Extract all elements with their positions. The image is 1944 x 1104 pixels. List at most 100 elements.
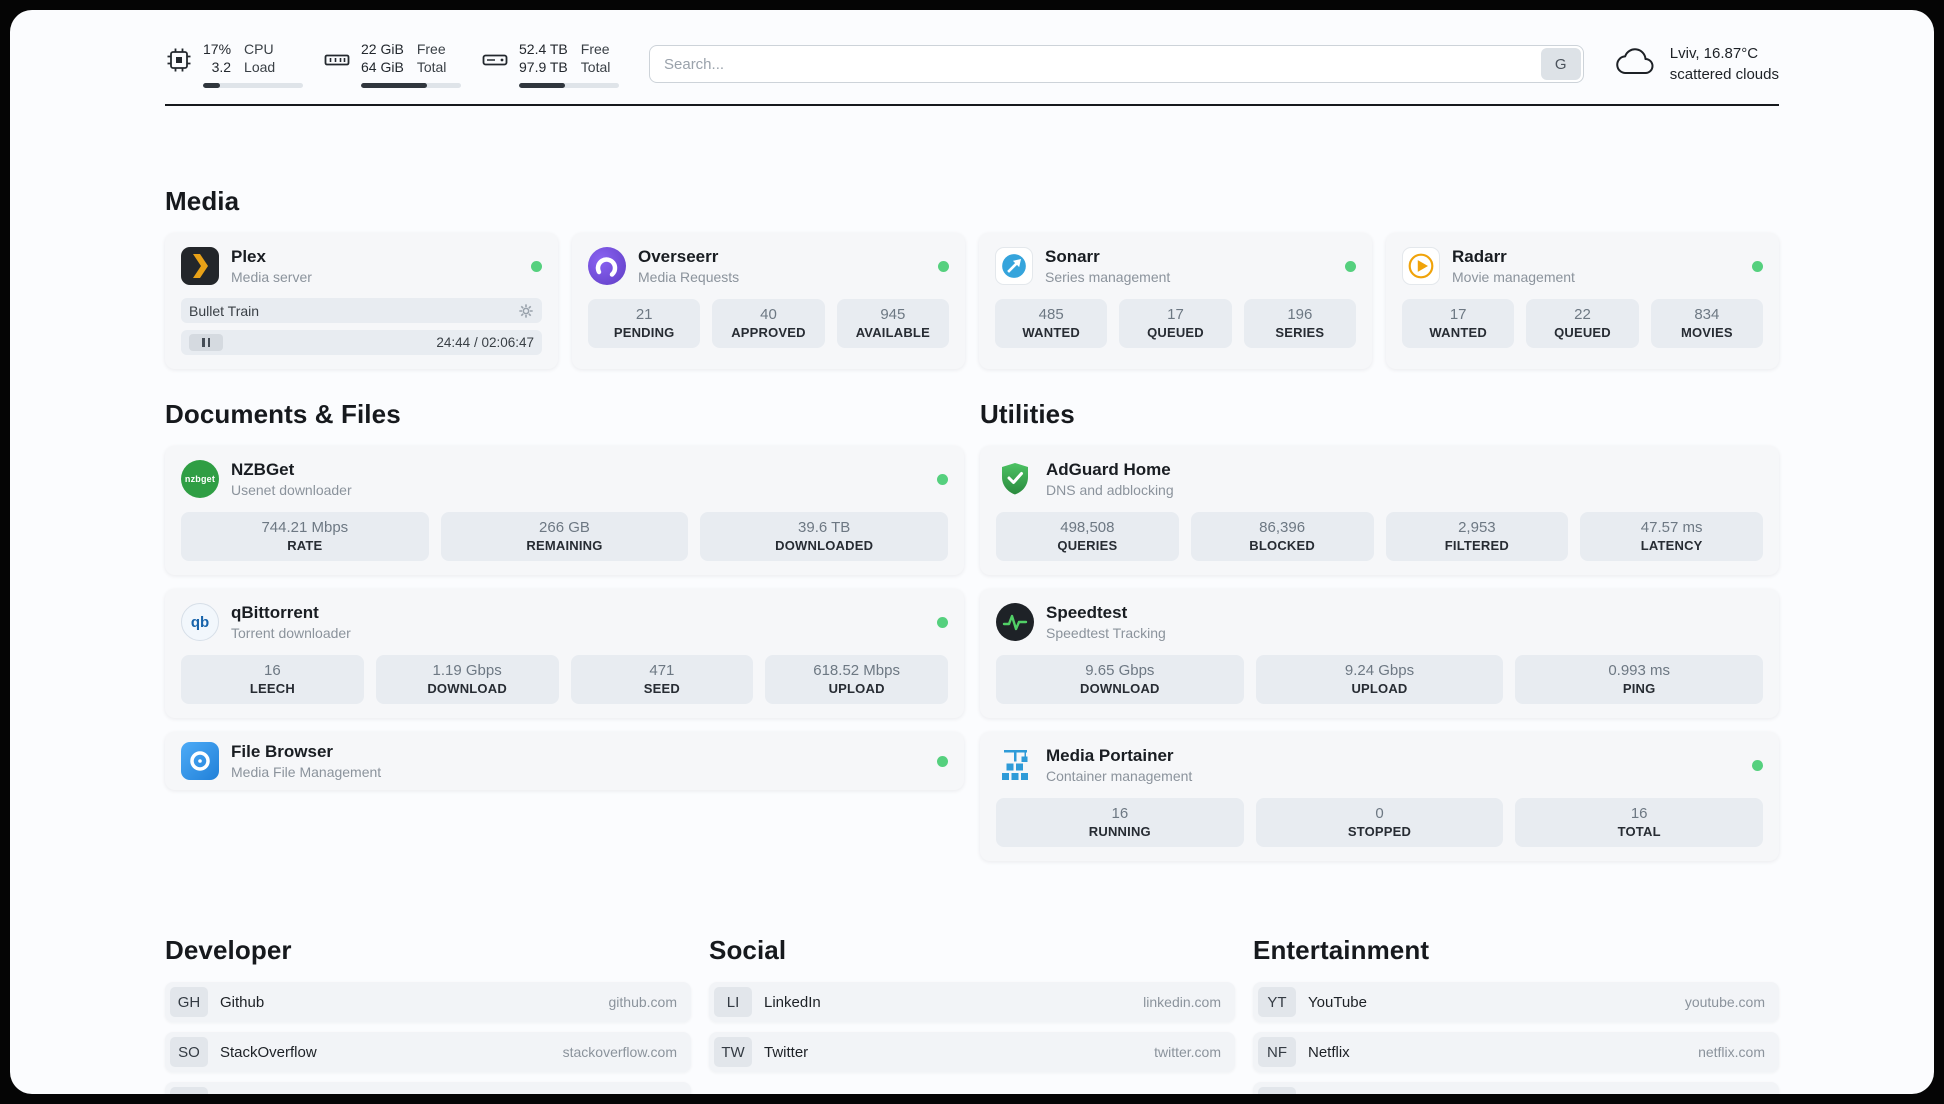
bookmark-netflix[interactable]: NF Netflix netflix.com (1253, 1032, 1779, 1073)
stat-label: SEED (643, 681, 680, 697)
stat-label: DOWNLOADED (775, 538, 874, 554)
stat-value: 21 (635, 306, 653, 324)
radarr-card[interactable]: Radarr Movie management 17 WANTED 22 QUE… (1386, 233, 1779, 370)
disk-free-value: 52.4 TB (519, 41, 568, 57)
stat-box: 266 GB REMAINING (440, 512, 689, 562)
app-subtitle: Media server (231, 269, 312, 286)
stat-box: 16 RUNNING (996, 798, 1244, 848)
stat-label: QUERIES (1057, 538, 1118, 554)
bookmark-twitter[interactable]: TW Twitter twitter.com (709, 1032, 1235, 1073)
stat-value: 16 (264, 662, 281, 680)
stat-value: 47.57 ms (1640, 519, 1703, 537)
app-name: Speedtest (1046, 603, 1128, 623)
stat-box: 0 STOPPED (1255, 798, 1504, 848)
status-dot (1345, 260, 1356, 272)
cpu-load-value: 3.2 (211, 59, 232, 76)
topbar-divider (165, 104, 1779, 107)
dashboard-panel: 17% 3.2 CPU Load (10, 10, 1934, 1094)
stat-box: 744.21 Mbps RATE (181, 512, 429, 562)
pause-button[interactable] (189, 334, 223, 352)
weather-condition: scattered clouds (1669, 66, 1779, 84)
speedtest-card[interactable]: Speedtest Speedtest Tracking 9.65 Gbps D… (980, 589, 1779, 719)
app-name: qBittorrent (231, 603, 319, 623)
qbittorrent-card[interactable]: qb qBittorrent Torrent downloader 16 LEE… (165, 589, 964, 719)
stat-label: UPLOAD (828, 681, 885, 697)
ram-icon (323, 46, 351, 74)
stat-value: 40 (760, 306, 777, 324)
stat-label: BLOCKED (1249, 538, 1315, 554)
disk-progress-bar (519, 83, 619, 89)
memory-total-label: Total (416, 59, 447, 76)
gear-icon[interactable] (518, 303, 534, 319)
bookmark-stackoverflow[interactable]: SO StackOverflow stackoverflow.com (165, 1032, 691, 1073)
bookmark-dev[interactable]: DT DEV dev.to (165, 1082, 691, 1094)
stat-label: UPLOAD (1351, 681, 1408, 697)
stat-label: WANTED (1022, 325, 1080, 341)
stat-box: 21 PENDING (588, 299, 701, 349)
stat-label: PENDING (613, 325, 675, 341)
stat-box: 485 WANTED (995, 299, 1108, 349)
stat-box: 498,508 QUERIES (996, 512, 1179, 562)
status-dot (937, 473, 948, 485)
bookmark-github[interactable]: GH Github github.com (165, 982, 691, 1023)
stat-label: RUNNING (1088, 824, 1151, 840)
search-engine-button[interactable]: G (1540, 48, 1581, 81)
qbittorrent-icon: qb (181, 603, 219, 642)
disk-icon (481, 46, 509, 74)
status-dot (1752, 759, 1763, 771)
bookmark-url: netflix.com (1698, 1044, 1765, 1061)
bookmark-abbr: RE (1258, 1087, 1296, 1094)
search-bar: G (649, 45, 1584, 84)
section-title-social: Social (709, 935, 787, 966)
bookmark-abbr: LI (714, 987, 752, 1018)
stat-label: WANTED (1429, 325, 1487, 341)
stat-label: RATE (287, 538, 323, 554)
section-title-documents: Documents & Files (165, 399, 401, 430)
search-input[interactable] (649, 45, 1584, 84)
bookmark-youtube[interactable]: YT YouTube youtube.com (1253, 982, 1779, 1023)
app-subtitle: Series management (1045, 269, 1171, 286)
memory-free-value: 22 GiB (361, 41, 404, 57)
overseerr-card[interactable]: Overseerr Media Requests 21 PENDING 40 A… (572, 233, 965, 370)
bookmark-linkedin[interactable]: LI LinkedIn linkedin.com (709, 982, 1235, 1023)
status-dot (938, 260, 949, 272)
plex-card[interactable]: Plex Media server Bullet Train (165, 233, 558, 370)
app-subtitle: Movie management (1452, 269, 1575, 286)
stat-box: 834 MOVIES (1650, 299, 1763, 349)
status-dot (937, 755, 948, 767)
bookmark-abbr: SO (170, 1037, 208, 1068)
filebrowser-card[interactable]: File Browser Media File Management (165, 732, 964, 791)
stat-value: 16 (1630, 805, 1648, 823)
stat-label: APPROVED (731, 325, 806, 341)
bookmark-abbr: TW (714, 1037, 752, 1068)
cpu-load-label: Load (244, 59, 276, 76)
app-name: Overseerr (638, 247, 719, 267)
disk-total-label: Total (580, 59, 611, 76)
portainer-card[interactable]: Media Portainer Container management 16 … (980, 732, 1779, 862)
stat-label: DOWNLOAD (427, 681, 507, 697)
stat-box: 39.6 TB DOWNLOADED (700, 512, 948, 562)
adguard-card[interactable]: AdGuard Home DNS and adblocking 498,508 … (980, 446, 1779, 576)
stat-value: 9.65 Gbps (1085, 662, 1155, 680)
radarr-icon (1402, 247, 1440, 286)
stat-value: 744.21 Mbps (261, 519, 349, 537)
app-subtitle: Speedtest Tracking (1046, 625, 1166, 642)
player-progress-bar: 24:44 / 02:06:47 (181, 330, 542, 356)
nzbget-card[interactable]: nzbget NZBGet Usenet downloader 744.21 M… (165, 446, 964, 576)
bookmark-reddit[interactable]: RE Reddit reddit.com (1253, 1082, 1779, 1094)
stat-value: 485 (1038, 306, 1064, 324)
stat-value: 498,508 (1060, 519, 1115, 537)
sonarr-card[interactable]: Sonarr Series management 485 WANTED 17 Q… (979, 233, 1372, 370)
stat-box: 86,396 BLOCKED (1190, 512, 1374, 562)
stat-label: QUEUED (1147, 325, 1204, 341)
stat-box: 1.19 Gbps DOWNLOAD (375, 655, 559, 705)
stat-label: PING (1622, 681, 1656, 697)
bookmark-abbr: YT (1258, 987, 1296, 1018)
bookmark-name: LinkedIn (764, 993, 821, 1011)
stat-box: 196 SERIES (1243, 299, 1356, 349)
stat-value: 196 (1287, 306, 1313, 324)
section-title-utilities: Utilities (980, 399, 1075, 430)
stat-box: 16 LEECH (181, 655, 364, 705)
section-title-media: Media (165, 186, 240, 217)
entertainment-column: Entertainment YT YouTube youtube.com NF … (1253, 935, 1779, 1094)
